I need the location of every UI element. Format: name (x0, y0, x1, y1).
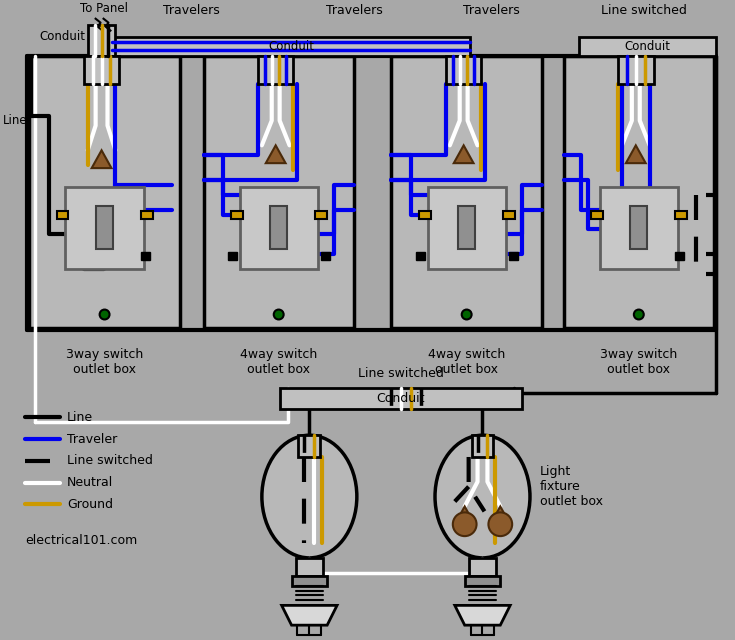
Bar (630, 207, 648, 249)
Polygon shape (490, 506, 510, 524)
Bar (320, 252, 330, 260)
Bar (509, 252, 517, 260)
Text: To Panel: To Panel (79, 2, 128, 15)
Text: Conduit: Conduit (376, 392, 425, 405)
Bar (65, 187, 143, 269)
Bar (600, 187, 678, 269)
Text: 3way switch
outlet box: 3way switch outlet box (66, 348, 143, 376)
Polygon shape (282, 605, 337, 625)
Bar (675, 211, 686, 220)
Text: Conduit: Conduit (40, 30, 86, 43)
Bar (315, 211, 326, 220)
Bar (675, 252, 684, 260)
Bar (419, 211, 431, 220)
Circle shape (489, 513, 512, 536)
Polygon shape (455, 605, 510, 625)
Bar (140, 252, 150, 260)
Bar (458, 207, 476, 249)
Bar (469, 558, 496, 576)
Circle shape (273, 310, 284, 319)
Bar (228, 252, 237, 260)
Bar (240, 187, 318, 269)
Bar (258, 56, 293, 84)
Text: Conduit: Conduit (624, 40, 670, 53)
Text: Line: Line (3, 114, 27, 127)
Bar (392, 56, 542, 328)
Text: Line switched: Line switched (358, 367, 444, 380)
Text: Line switched: Line switched (67, 454, 153, 467)
Text: Travelers: Travelers (462, 4, 520, 17)
Bar (29, 56, 180, 328)
Bar (231, 211, 243, 220)
Bar (96, 207, 113, 249)
Ellipse shape (435, 435, 530, 558)
Text: Ground: Ground (67, 498, 113, 511)
Bar (465, 576, 501, 586)
Polygon shape (626, 145, 645, 163)
Polygon shape (266, 145, 286, 163)
Bar (416, 252, 425, 260)
Polygon shape (455, 506, 475, 524)
Bar (280, 388, 522, 410)
Bar (112, 36, 470, 56)
Text: electrical101.com: electrical101.com (26, 534, 137, 547)
Bar (472, 435, 493, 457)
Text: Line: Line (67, 411, 93, 424)
Bar (428, 187, 506, 269)
Polygon shape (92, 150, 112, 168)
Bar (564, 56, 714, 328)
Bar (87, 25, 115, 56)
Bar (578, 36, 716, 56)
Circle shape (100, 310, 110, 319)
Bar (591, 211, 603, 220)
Bar (295, 558, 323, 576)
Circle shape (634, 310, 644, 319)
Text: Travelers: Travelers (326, 4, 383, 17)
Bar (204, 56, 354, 328)
Bar (84, 56, 119, 84)
Bar (503, 211, 514, 220)
Circle shape (462, 310, 472, 319)
Bar (140, 211, 153, 220)
Polygon shape (453, 145, 473, 163)
Text: 4way switch
outlet box: 4way switch outlet box (240, 348, 318, 376)
Text: 3way switch
outlet box: 3way switch outlet box (600, 348, 678, 376)
Text: Light
fixture
outlet box: Light fixture outlet box (540, 465, 603, 508)
Text: 4way switch
outlet box: 4way switch outlet box (428, 348, 505, 376)
Text: Line switched: Line switched (600, 4, 686, 17)
Text: Conduit: Conduit (268, 40, 314, 53)
Ellipse shape (262, 435, 357, 558)
Bar (618, 56, 653, 84)
Text: Traveler: Traveler (67, 433, 117, 445)
Text: Travelers: Travelers (163, 4, 220, 17)
Circle shape (453, 513, 476, 536)
Bar (298, 435, 320, 457)
Bar (57, 211, 68, 220)
Bar (446, 56, 481, 84)
Text: Neutral: Neutral (67, 476, 113, 489)
Bar (292, 576, 327, 586)
Bar (270, 207, 287, 249)
